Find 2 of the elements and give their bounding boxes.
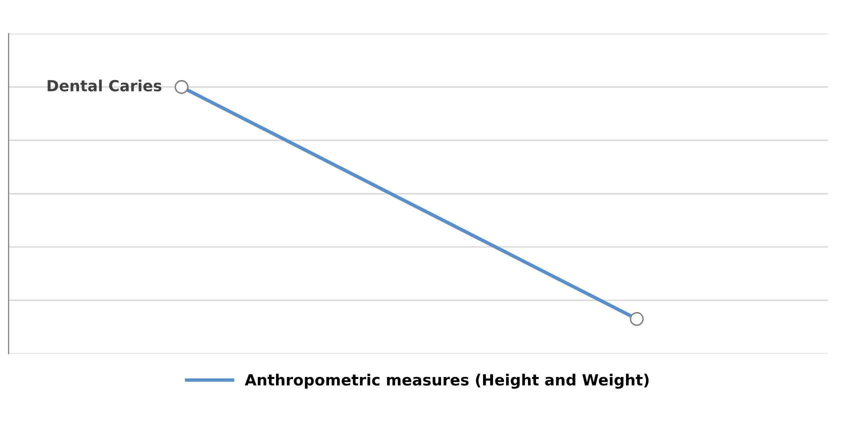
legend-label: Anthropometric measures (Height and Weight) xyxy=(244,374,649,389)
annotation: Dental Caries xyxy=(48,80,162,92)
